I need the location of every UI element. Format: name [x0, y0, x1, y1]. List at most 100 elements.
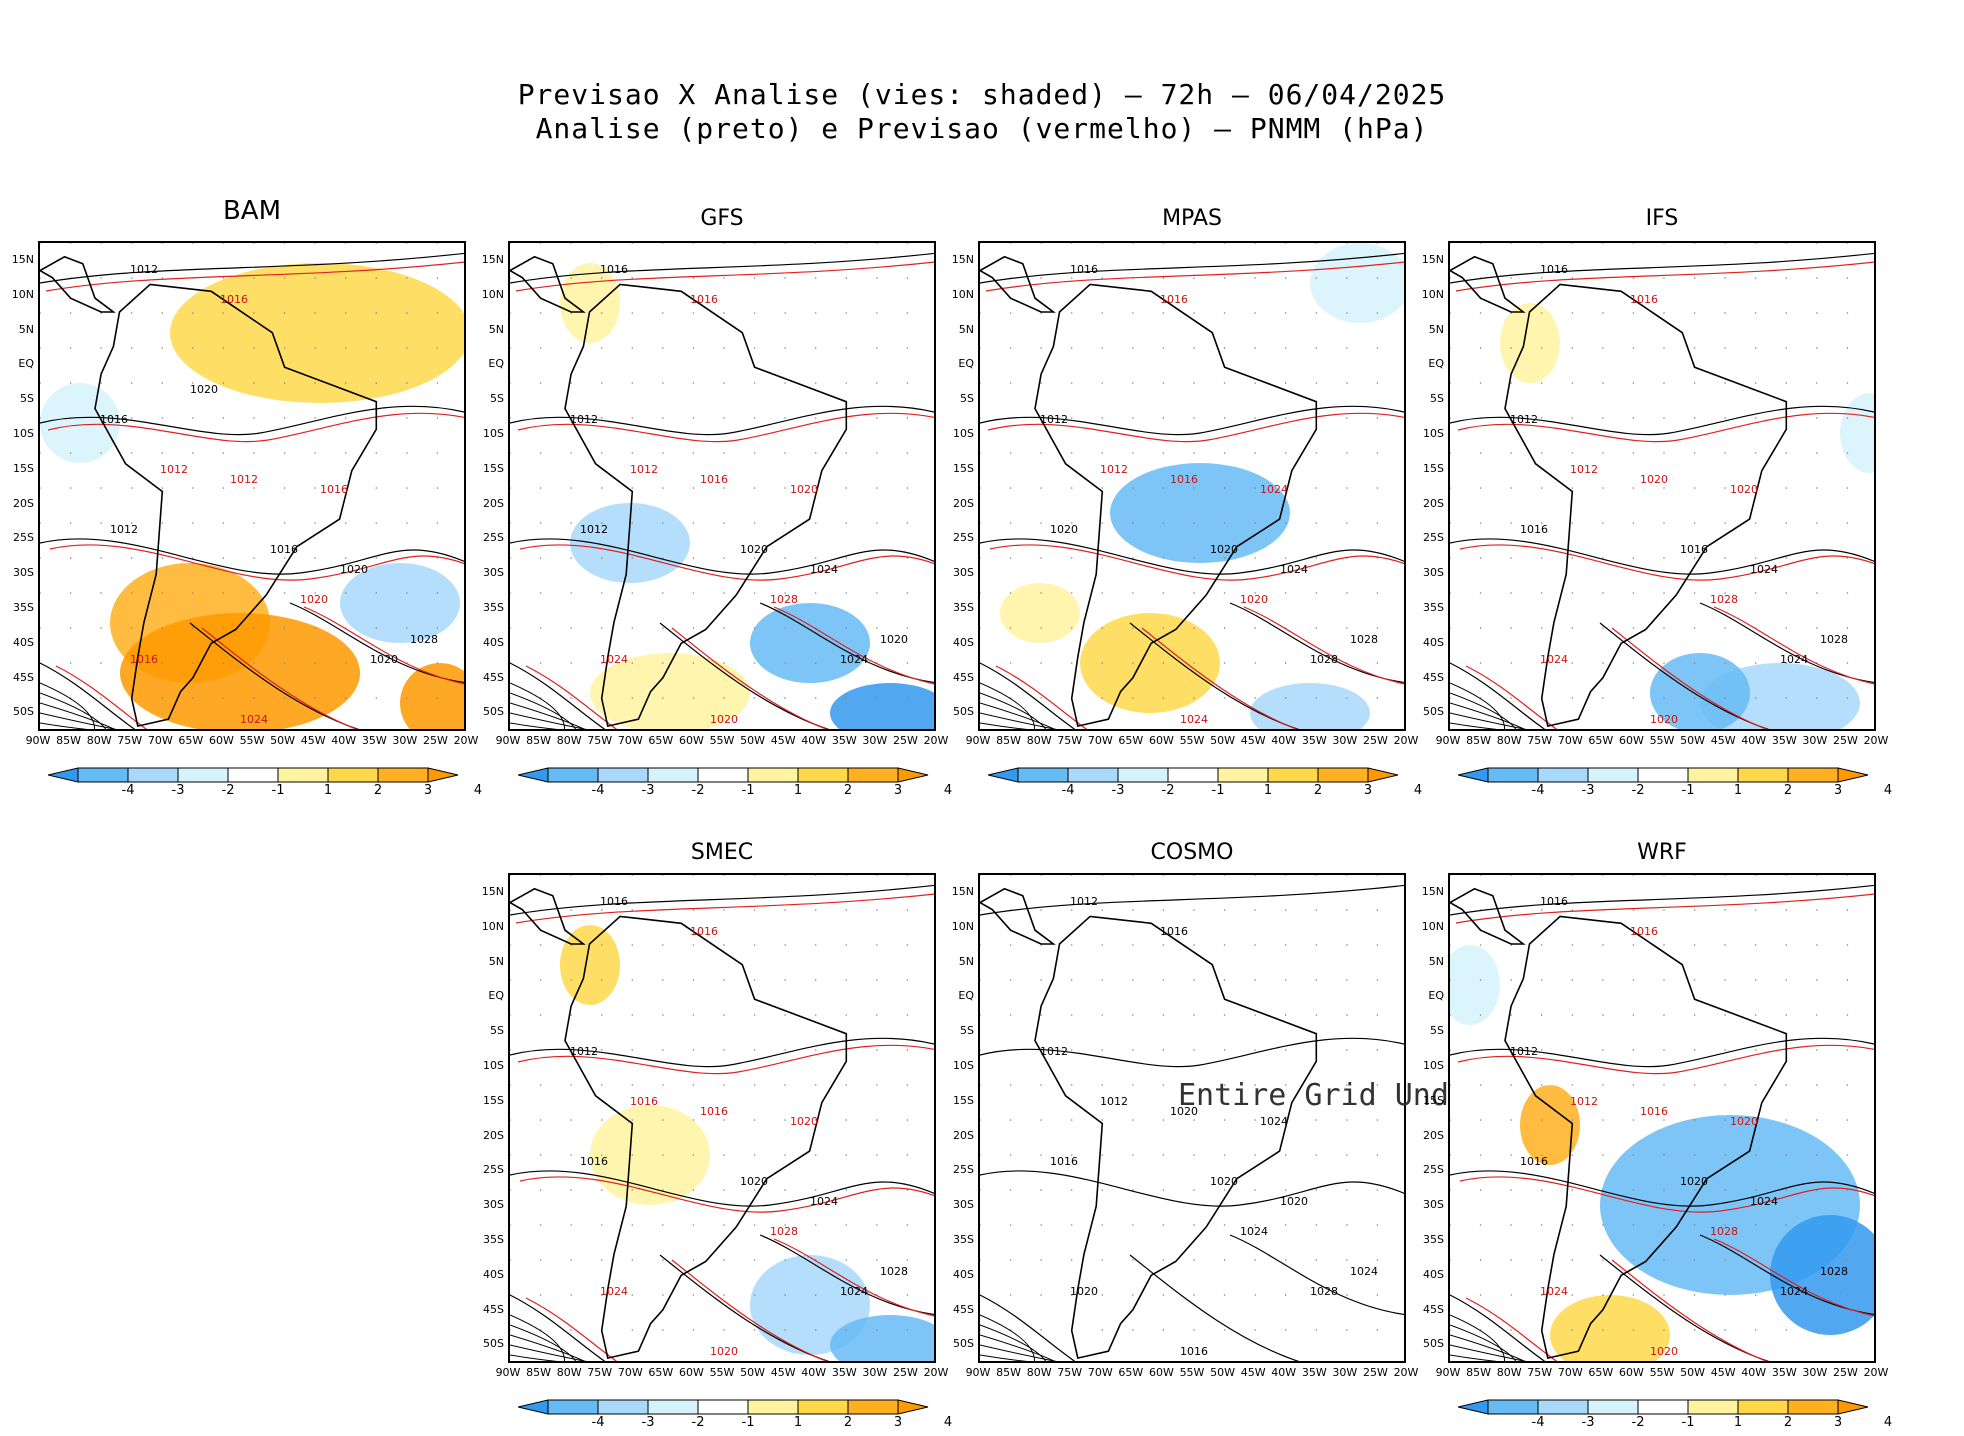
- colorbar-label: -1: [271, 783, 285, 798]
- forecast-isobar: [671, 627, 828, 729]
- isobar-label: 1024: [1750, 1195, 1778, 1208]
- low-pressure-isobar: [1450, 702, 1526, 729]
- forecast-isobar: [525, 1297, 618, 1361]
- colorbar-swatch: [1537, 767, 1589, 783]
- colorbar-max-arrow: [897, 1399, 929, 1415]
- isobar-label: 1024: [810, 1195, 838, 1208]
- latitude-tick-label: 15N: [1421, 885, 1444, 898]
- colorbar-swatch: [1787, 767, 1839, 783]
- map-plot: 1016 1016 1012 1012 1020 1016 1020 1024 1024 1020…: [978, 241, 1406, 731]
- longitude-tick-label: 35W: [831, 1366, 857, 1379]
- colorbar-max-arrow: [427, 767, 459, 783]
- low-pressure-isobar: [40, 722, 88, 729]
- isobar-label: 1016: [690, 925, 718, 938]
- low-pressure-isobar: [980, 1344, 1057, 1361]
- analysis-isobar: [40, 662, 136, 729]
- latitude-tick-label: 25S: [483, 531, 504, 545]
- isobar-label: 1016: [600, 895, 628, 908]
- longitude-tick-label: 50W: [1210, 734, 1235, 747]
- latitude-tick-label: 35S: [953, 1233, 974, 1246]
- colorbar-swatch: [227, 767, 279, 783]
- longitude-tick-label: 90W: [495, 1366, 521, 1379]
- analysis-isobar: [1450, 662, 1546, 729]
- analysis-isobar: [980, 884, 1404, 916]
- bias-shading-area: [40, 383, 120, 463]
- longitude-tick-label: 50W: [270, 734, 295, 747]
- analysis-isobar: [1450, 252, 1874, 284]
- bias-shading-area: [1080, 613, 1220, 713]
- longitude-tick-label: 60W: [678, 1366, 704, 1379]
- analysis-isobar: [40, 405, 464, 436]
- latitude-tick-label: 50S: [1423, 1337, 1444, 1351]
- longitude-tick-label: 45W: [770, 1366, 796, 1379]
- longitude-tick-label: 75W: [117, 734, 143, 747]
- isobar-label: 1024: [1260, 483, 1288, 496]
- longitude-tick-label: 40W: [801, 734, 827, 747]
- longitude-tick-label: 55W: [239, 734, 265, 747]
- colorbar-label: 1: [793, 783, 803, 798]
- latitude-tick-label: 40S: [483, 635, 504, 649]
- colorbar-swatch: [797, 767, 849, 783]
- colorbar-label: 3: [423, 783, 433, 798]
- colorbar-min-arrow: [987, 767, 1019, 783]
- latitude-tick-label: 15N: [951, 253, 974, 266]
- colorbar-swatch: [647, 767, 699, 783]
- latitude-tick-label: 45S: [953, 1302, 974, 1316]
- analysis-isobar: [1229, 602, 1404, 683]
- colorbar-swatch: [177, 767, 229, 783]
- colorbar-label: 2: [843, 783, 853, 798]
- colorbar-max-arrow: [897, 767, 929, 783]
- south-america-outline: [1504, 283, 1788, 728]
- forecast-isobar: [989, 544, 1404, 581]
- latitude-tick-label: 20S: [953, 496, 974, 510]
- isobar-label: 1012: [630, 463, 658, 476]
- isobar-label: 1016: [130, 653, 158, 666]
- low-pressure-isobar: [980, 1314, 1036, 1361]
- colorbar-max-arrow: [1837, 1399, 1869, 1415]
- longitude-tick-label: 55W: [709, 1366, 735, 1379]
- colorbar-label: -4: [591, 783, 605, 798]
- colorbar-swatch: [1737, 767, 1789, 783]
- latitude-tick-label: 25S: [953, 1163, 974, 1177]
- isobar-label: 1016: [600, 263, 628, 276]
- colorbar-label: 2: [843, 1415, 853, 1430]
- analysis-isobar: [510, 662, 606, 729]
- bias-shading-area: [1000, 583, 1080, 643]
- analysis-isobar: [1450, 1294, 1546, 1361]
- latitude-tick-label: 5S: [490, 1024, 504, 1038]
- colorbar-label: 4: [943, 783, 953, 798]
- isobar-label: 1012: [230, 473, 258, 486]
- latitude-tick-label: 15S: [953, 1093, 974, 1107]
- analysis-isobar: [510, 252, 934, 284]
- forecast-isobar: [1713, 606, 1874, 685]
- isobar-label: 1024: [1240, 1225, 1268, 1238]
- longitude-tick-label: 60W: [678, 734, 704, 747]
- latitude-tick-label: 5N: [18, 322, 34, 336]
- colorbar-swatch: [77, 767, 129, 783]
- latitude-tick-label: 5N: [1428, 322, 1444, 336]
- isobar-label: 1020: [710, 713, 738, 726]
- longitude-tick-label: 20W: [1863, 1366, 1889, 1379]
- central-america-outline: [980, 887, 1056, 945]
- isobar-label: 1016: [1160, 925, 1188, 938]
- bias-shading-area: [1250, 683, 1370, 729]
- panel-title: SMEC: [690, 840, 754, 865]
- figure-title-line1: Previsao X Analise (vies: shaded) – 72h …: [517, 78, 1447, 111]
- isobar-label: 1024: [1280, 563, 1308, 576]
- isobar-label: 1016: [320, 483, 348, 496]
- colorbar-label: -2: [1631, 1415, 1645, 1430]
- bias-shading-area: [340, 563, 460, 643]
- latitude-tick-label: 10S: [953, 1059, 974, 1072]
- map-canvas: 1016 1016 1012 1012 1020 1016 1020 1024 1024 1020…: [980, 243, 1404, 729]
- longitude-tick-label: 55W: [709, 734, 735, 747]
- colorbar-swatch: [1317, 767, 1369, 783]
- colorbar-label: 2: [1783, 1415, 1793, 1430]
- colorbar: [517, 1399, 930, 1419]
- colorbar-label: -4: [121, 783, 135, 798]
- longitude-tick-label: 30W: [862, 1366, 888, 1379]
- latitude-tick-label: 50S: [1423, 705, 1444, 719]
- isobar-label: 1024: [1540, 653, 1568, 666]
- colorbar-swatch: [1537, 1399, 1589, 1415]
- latitude-tick-label: 5N: [488, 322, 504, 336]
- central-america-outline: [1450, 887, 1526, 945]
